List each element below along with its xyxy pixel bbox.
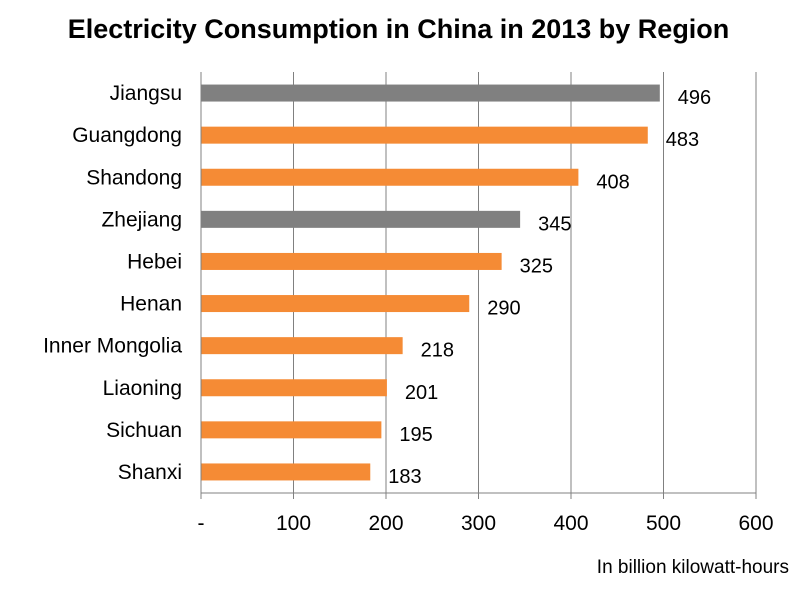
data-label: 345 — [538, 213, 571, 235]
bar — [201, 421, 382, 439]
bar — [201, 168, 579, 186]
bar — [201, 126, 648, 144]
bar — [201, 295, 470, 313]
category-label: Sichuan — [106, 419, 182, 442]
data-label: 183 — [388, 466, 421, 488]
x-tick-label: 300 — [461, 512, 496, 535]
bar — [201, 210, 521, 228]
data-label: 290 — [487, 298, 520, 320]
category-label: Jiangsu — [110, 82, 182, 105]
bar — [201, 337, 403, 355]
x-tick-label: 100 — [276, 512, 311, 535]
x-tick-label: 400 — [553, 512, 588, 535]
bar — [201, 252, 502, 270]
x-tick-label: 200 — [368, 512, 403, 535]
category-label: Zhejiang — [101, 208, 182, 231]
chart-title: Electricity Consumption in China in 2013… — [67, 14, 730, 44]
category-label: Guangdong — [72, 124, 182, 147]
bar — [201, 463, 371, 481]
x-tick-label: 500 — [646, 512, 681, 535]
category-label: Henan — [120, 293, 182, 316]
data-label: 408 — [596, 171, 629, 193]
data-label: 496 — [678, 87, 711, 109]
bar — [201, 84, 660, 102]
category-label: Shanxi — [118, 461, 182, 484]
category-label: Shandong — [86, 166, 182, 189]
x-axis-unit-label: In billion kilowatt-hours — [596, 557, 789, 578]
data-label: 218 — [421, 340, 454, 362]
data-label: 201 — [405, 382, 438, 404]
category-label: Hebei — [127, 250, 182, 273]
data-label: 325 — [520, 255, 553, 277]
x-tick-label: 600 — [738, 512, 773, 535]
category-label: Liaoning — [103, 377, 182, 400]
bar — [201, 379, 387, 397]
data-label: 195 — [399, 424, 432, 446]
category-label: Inner Mongolia — [43, 335, 182, 358]
x-tick-label: - — [198, 512, 205, 535]
data-label: 483 — [666, 129, 699, 151]
